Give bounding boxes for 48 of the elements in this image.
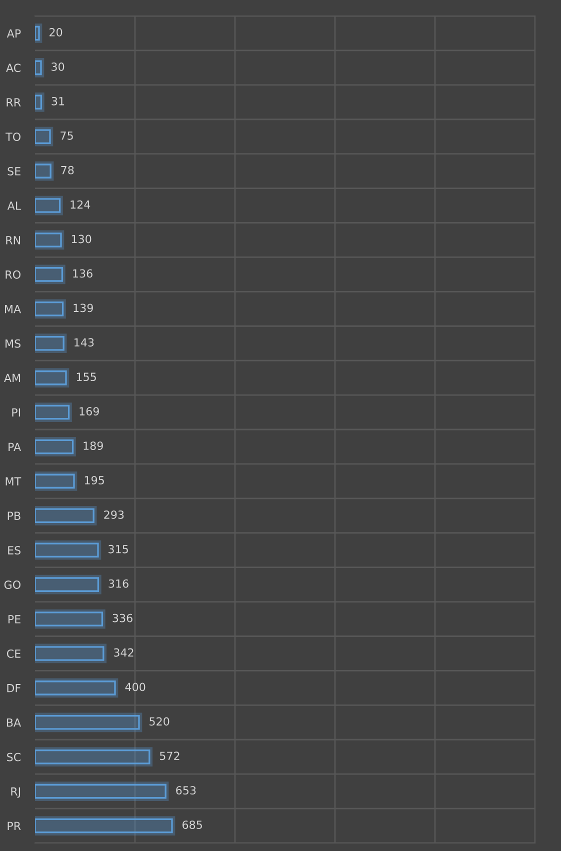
y-tick-label: MT — [6, 477, 22, 486]
y-tick-label: RN — [6, 236, 20, 244]
data-label: 685 — [182, 820, 202, 829]
y-tick-label: RJ — [11, 787, 20, 798]
y-tick-label: MS — [6, 339, 20, 348]
y-tick-label: ES — [8, 546, 20, 554]
y-tick-label: AL — [7, 202, 22, 210]
data-label: 31 — [52, 96, 64, 106]
y-tick-label: PR — [8, 822, 21, 830]
y-tick-label: AM — [4, 374, 20, 382]
y-tick-label: SC — [7, 752, 21, 762]
y-tick-label: BA — [6, 718, 22, 727]
y-tick-label: PI — [12, 408, 20, 416]
data-label: 155 — [76, 372, 96, 382]
data-label: 400 — [125, 682, 146, 692]
data-label: 315 — [108, 544, 128, 554]
data-label: 189 — [84, 442, 103, 450]
data-label: 520 — [150, 717, 170, 726]
y-tick-label: AP — [6, 29, 21, 38]
y-tick-label: CE — [6, 649, 20, 658]
y-tick-label: PA — [8, 442, 22, 451]
data-label: 130 — [72, 234, 92, 244]
y-tick-label: AC — [6, 64, 21, 72]
data-label: 139 — [74, 304, 93, 312]
y-tick-label: TO — [6, 132, 20, 141]
data-label: 342 — [114, 648, 134, 657]
y-tick-label: RO — [6, 270, 20, 279]
data-label: 316 — [108, 579, 128, 588]
data-label: 20 — [50, 28, 62, 36]
y-tick-label: RR — [6, 98, 21, 106]
data-label: 143 — [74, 338, 94, 347]
y-tick-label: DF — [7, 684, 20, 692]
y-tick-label: SE — [8, 167, 20, 176]
data-label: 336 — [112, 614, 132, 622]
data-label: 75 — [60, 132, 73, 140]
y-tick-label: PE — [8, 615, 20, 624]
data-label: 30 — [52, 62, 64, 71]
data-label: 124 — [70, 200, 90, 209]
data-label: 136 — [73, 269, 92, 278]
y-tick-label: PB — [8, 512, 20, 520]
data-label: 78 — [61, 166, 74, 174]
data-label: 169 — [80, 407, 99, 416]
y-tick-label: GO — [4, 580, 20, 589]
data-label: 195 — [84, 476, 104, 484]
data-label: 653 — [176, 786, 196, 795]
data-label: 572 — [160, 752, 180, 760]
y-tick-label: MA — [5, 305, 22, 314]
data-label: 293 — [104, 510, 124, 519]
